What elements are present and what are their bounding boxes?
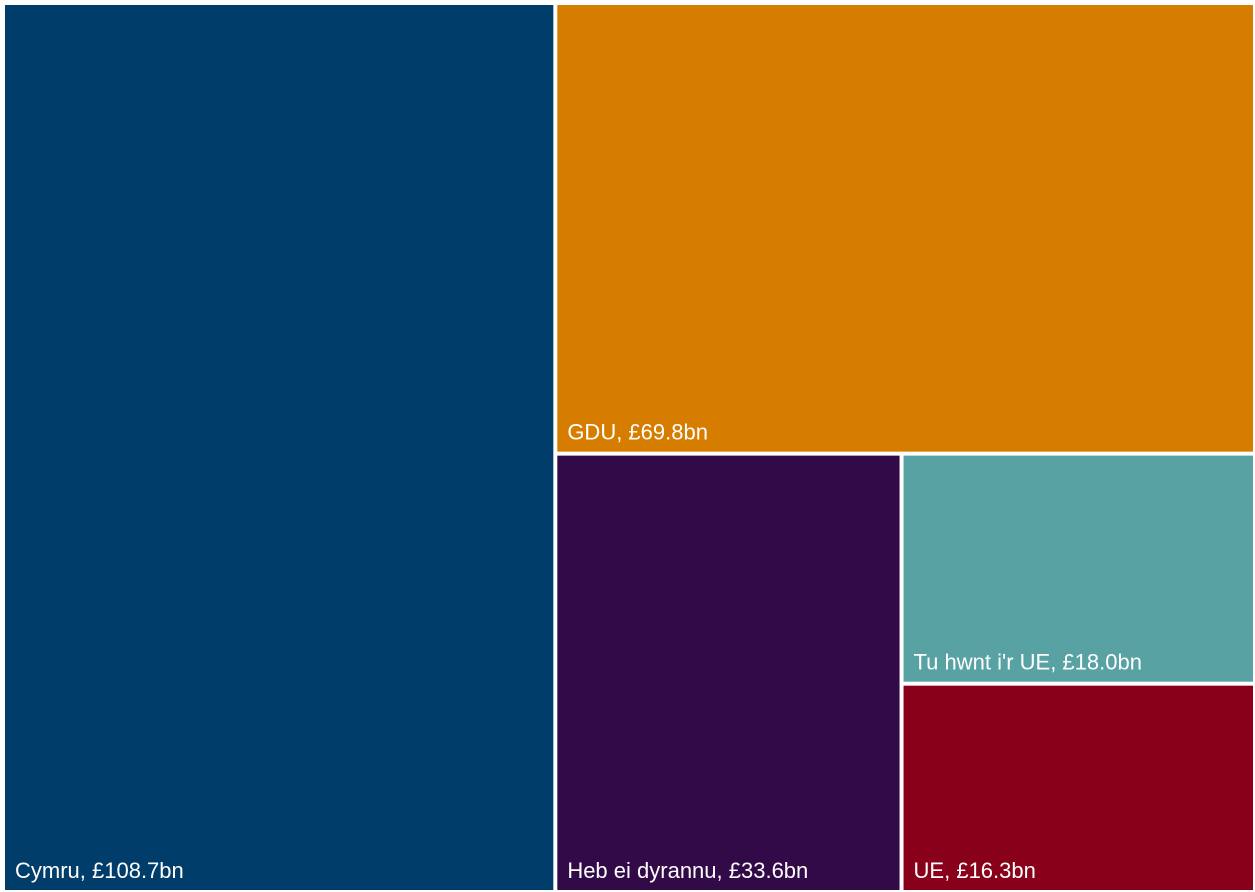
- tile-label: GDU, £69.8bn: [567, 420, 708, 445]
- treemap-tile: [5, 5, 554, 890]
- treemap-tile: [557, 455, 900, 890]
- tile-label: UE, £16.3bn: [914, 858, 1036, 883]
- tile-label: Tu hwnt i'r UE, £18.0bn: [914, 650, 1142, 675]
- tile-label: Cymru, £108.7bn: [15, 858, 184, 883]
- tile-label: Heb ei dyrannu, £33.6bn: [567, 858, 808, 883]
- treemap-tile: [903, 455, 1253, 682]
- treemap-tile: [903, 685, 1253, 890]
- treemap-tile: [557, 5, 1253, 452]
